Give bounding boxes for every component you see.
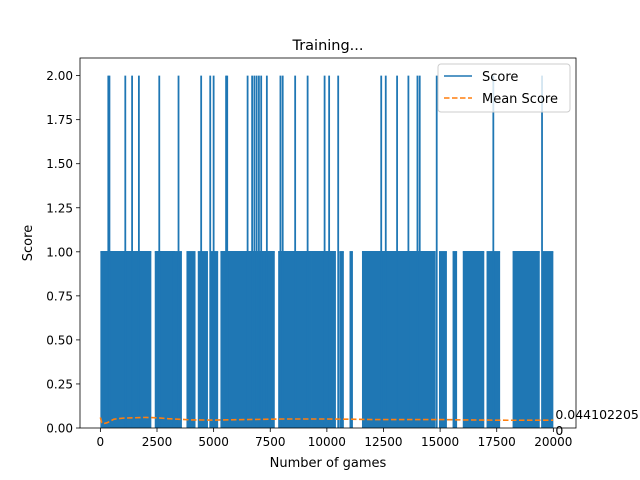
chart-title: Training... bbox=[291, 38, 363, 54]
score-block bbox=[542, 251, 554, 428]
y-tick-label: 0.50 bbox=[46, 333, 73, 347]
y-tick-label: 1.50 bbox=[46, 157, 73, 171]
mean-score-series bbox=[99, 416, 554, 425]
x-tick-label: 10000 bbox=[308, 435, 346, 449]
x-axis-label: Number of games bbox=[270, 456, 387, 471]
score-block bbox=[452, 251, 458, 428]
y-axis-label: Score bbox=[21, 225, 36, 261]
legend-score-label: Score bbox=[482, 70, 518, 85]
y-axis-ticks: 0.00 0.25 0.50 0.75 1.00 1.25 1.50 1.75 2.00 bbox=[46, 69, 80, 436]
score-block bbox=[462, 251, 485, 428]
y-tick-label: 0.25 bbox=[46, 377, 73, 391]
legend-mean-label: Mean Score bbox=[482, 92, 558, 107]
y-tick-label: 1.25 bbox=[46, 201, 73, 215]
score-block bbox=[311, 251, 336, 428]
legend: Score Mean Score bbox=[437, 63, 571, 113]
x-tick-label: 20000 bbox=[534, 435, 572, 449]
y-tick-label: 0.00 bbox=[46, 422, 73, 436]
y-tick-label: 1.75 bbox=[46, 113, 73, 127]
y-tick-label: 2.00 bbox=[46, 69, 73, 83]
score-series bbox=[100, 75, 554, 428]
value-annotation: 0.044102205 bbox=[555, 407, 639, 422]
x-tick-label: 7500 bbox=[255, 435, 286, 449]
value-annotation: 0 bbox=[555, 423, 563, 438]
score-block bbox=[154, 251, 176, 428]
x-tick-label: 15000 bbox=[421, 435, 459, 449]
mean-score-line bbox=[99, 416, 554, 425]
score-block bbox=[361, 251, 436, 428]
score-block bbox=[438, 251, 447, 428]
score-block bbox=[339, 251, 344, 428]
x-tick-label: 12500 bbox=[364, 435, 402, 449]
y-tick-label: 0.75 bbox=[46, 289, 73, 303]
x-tick-label: 5000 bbox=[198, 435, 229, 449]
axes-frame bbox=[79, 57, 577, 429]
y-tick-label: 1.00 bbox=[46, 245, 73, 259]
score-block bbox=[197, 251, 208, 428]
score-block bbox=[512, 251, 540, 428]
x-tick-label: 2500 bbox=[142, 435, 173, 449]
score-block bbox=[349, 251, 353, 428]
score-block bbox=[172, 251, 182, 428]
x-tick-label: 17500 bbox=[478, 435, 516, 449]
x-axis-ticks: 0 2500 5000 7500 10000 12500 15000 17500 20000 bbox=[97, 428, 572, 449]
score-block bbox=[186, 251, 196, 428]
x-tick-label: 0 bbox=[97, 435, 105, 449]
